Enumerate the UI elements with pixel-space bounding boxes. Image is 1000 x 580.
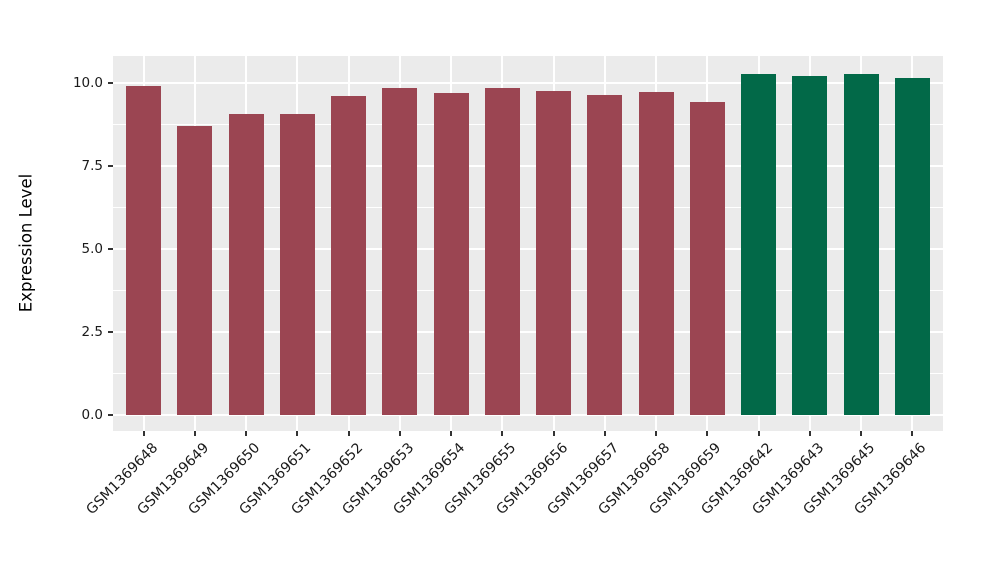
bar-GSM1369652 (331, 95, 367, 416)
y-gridline-major (113, 81, 943, 84)
y-tick-label: 10.0 (72, 74, 103, 91)
y-tick-mark (108, 414, 113, 417)
y-gridline-major (113, 164, 943, 167)
y-tick-mark (108, 247, 113, 250)
y-tick-mark (108, 81, 113, 84)
bar-GSM1369656 (536, 90, 572, 416)
y-gridline-major (113, 331, 943, 334)
x-tick-mark (142, 431, 145, 436)
x-tick-mark (655, 431, 658, 436)
x-tick-mark (245, 431, 248, 436)
y-axis-title: Expression Level (16, 173, 36, 313)
x-tick-mark (757, 431, 760, 436)
x-tick-mark (193, 431, 196, 436)
y-gridline-minor (113, 290, 943, 292)
bar-GSM1369659 (689, 101, 725, 416)
x-tick-mark (347, 431, 350, 436)
x-tick-mark (552, 431, 555, 436)
y-gridline-minor (113, 373, 943, 375)
x-tick-mark (501, 431, 504, 436)
bar-GSM1369650 (228, 114, 264, 416)
y-tick-mark (108, 164, 113, 167)
y-gridline-major (113, 247, 943, 250)
bar-GSM1369646 (894, 77, 930, 416)
bar-GSM1369655 (484, 88, 520, 416)
x-tick-mark (860, 431, 863, 436)
bar-GSM1369648 (126, 85, 162, 416)
bar-GSM1369658 (638, 91, 674, 416)
y-tick-label: 7.5 (81, 157, 103, 174)
bar-GSM1369642 (741, 73, 777, 416)
x-tick-mark (706, 431, 709, 436)
y-gridline-major (113, 414, 943, 417)
bar-GSM1369654 (433, 93, 469, 416)
bar-GSM1369643 (792, 75, 828, 416)
bar-GSM1369645 (843, 73, 879, 416)
bar-GSM1369649 (177, 125, 213, 416)
x-tick-mark (603, 431, 606, 436)
bar-GSM1369657 (587, 94, 623, 416)
y-gridline-minor (113, 123, 943, 125)
y-gridline-minor (113, 206, 943, 208)
x-tick-mark (398, 431, 401, 436)
plot-panel (113, 56, 943, 431)
y-tick-label: 0.0 (81, 407, 103, 424)
y-tick-label: 5.0 (81, 240, 103, 257)
x-tick-mark (911, 431, 914, 436)
bar-GSM1369653 (382, 87, 418, 416)
bar-GSM1369651 (279, 114, 315, 416)
y-tick-mark (108, 331, 113, 334)
x-tick-mark (296, 431, 299, 436)
y-tick-label: 2.5 (81, 324, 103, 341)
x-tick-mark (808, 431, 811, 436)
x-tick-mark (450, 431, 453, 436)
